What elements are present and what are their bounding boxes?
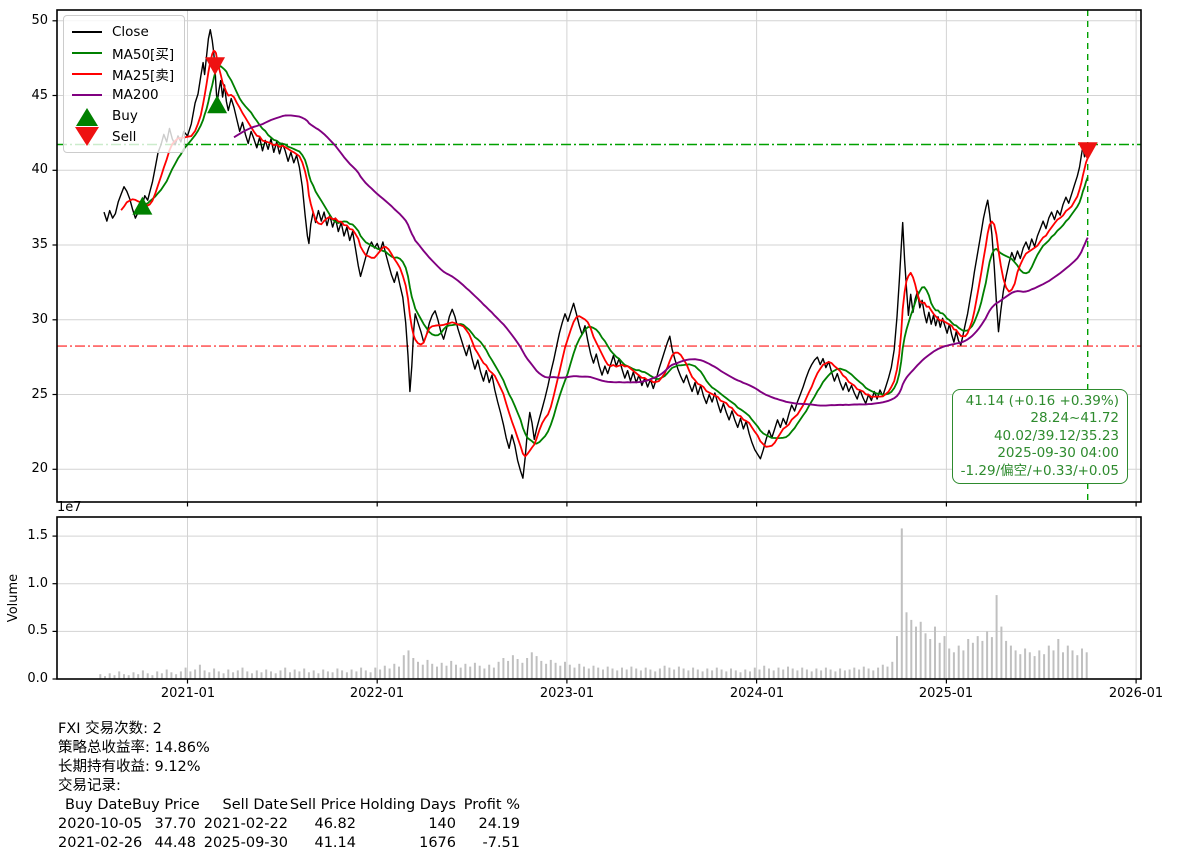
table-cell: 2021-02-22 [203,816,288,832]
col-header: Sell Price [289,797,356,813]
strategy-return-line: 策略总收益率: 14.86% [58,740,210,756]
date-tick-label: 2021-01 [160,686,216,701]
close-line-swatch [72,30,102,33]
date-tick-label: 2025-01 [918,686,974,701]
legend: Close MA50[买] MA25[卖] MA200 Buy Sell [63,15,186,153]
price-tick-label: 30 [31,312,48,327]
legend-label: MA25[卖] [112,67,175,84]
annotation-signal-line: -1.29/偏空/+0.33/+0.05 [960,462,1119,479]
price-tick-label: 40 [31,162,48,177]
legend-item-ma200: MA200 [72,84,174,105]
trade-table-row: 2021-02-26 44.48 2025-09-30 41.14 1676 -… [58,834,520,853]
holding-return-line: 长期持有收益: 9.12% [58,759,201,775]
sell-triangle-icon [72,126,102,146]
volume-tick-label: 0.5 [27,623,48,638]
legend-label: MA200 [112,86,159,103]
trade-table-header: Buy Date Buy Price Sell Date Sell Price … [58,796,520,815]
price-tick-label: 50 [31,13,48,28]
volume-tick-label: 0.0 [27,671,48,686]
price-tick-label: 20 [31,461,48,476]
date-tick-label: 2026-01 [1108,686,1164,701]
price-tick-label: 35 [31,237,48,252]
legend-item-close: Close [72,21,174,42]
legend-item-ma25: MA25[卖] [72,63,174,84]
col-header: Holding Days [359,797,456,813]
trade-table-row: 2020-10-05 37.70 2021-02-22 46.82 140 24… [58,815,520,834]
trade-log-title: 交易记录: [58,778,121,794]
table-cell: 37.70 [154,816,196,832]
date-tick-label: 2023-01 [539,686,595,701]
col-header: Sell Date [222,797,288,813]
volume-tick-label: 1.5 [27,528,48,543]
table-cell: 41.14 [314,835,356,851]
legend-item-buy: Buy [72,105,174,126]
annotation-price-line: 41.14 (+0.16 +0.39%) [965,393,1119,409]
ma50-line-swatch [72,51,102,54]
col-header: Profit % [463,797,520,813]
annotation-date-line: 2025-09-30 04:00 [997,445,1119,462]
table-cell: 44.48 [154,835,196,851]
col-header: Buy Price [132,797,200,813]
annotation-ma-line: 40.02/39.12/35.23 [993,427,1119,444]
ma200-line-swatch [72,93,102,96]
table-cell: 2021-02-26 [58,835,143,851]
legend-item-sell: Sell [72,126,174,147]
date-tick-label: 2024-01 [729,686,785,701]
price-tick-label: 25 [31,387,48,402]
price-tick-label: 45 [31,88,48,103]
strategy-summary: FXI 交易次数: 2 策略总收益率: 14.86% 长期持有收益: 9.12%… [58,720,520,853]
col-header: Buy Date [65,797,132,813]
table-cell: 2020-10-05 [58,816,143,832]
table-cell: 46.82 [314,816,356,832]
buy-triangle-icon [72,107,102,126]
trade-count-line: FXI 交易次数: 2 [58,721,162,737]
legend-label: Close [112,23,149,40]
legend-label: Sell [112,128,137,145]
last-quote-annotation: 41.14 (+0.16 +0.39%) 28.24~41.72 40.02/3… [951,389,1128,485]
volume-offset-label: 1e7 [57,500,82,515]
table-cell: -7.51 [482,835,520,851]
table-cell: 2025-09-30 [203,835,288,851]
legend-label: Buy [112,107,138,124]
legend-label: MA50[买] [112,46,175,63]
table-cell: 140 [428,816,456,832]
table-cell: 24.19 [478,816,520,832]
table-cell: 1676 [419,835,456,851]
ma25-line-swatch [72,72,102,75]
legend-item-ma50: MA50[买] [72,42,174,63]
volume-axis-title: Volume [6,573,21,623]
annotation-range-line: 28.24~41.72 [1030,410,1119,427]
volume-tick-label: 1.0 [27,576,48,591]
date-tick-label: 2022-01 [349,686,405,701]
